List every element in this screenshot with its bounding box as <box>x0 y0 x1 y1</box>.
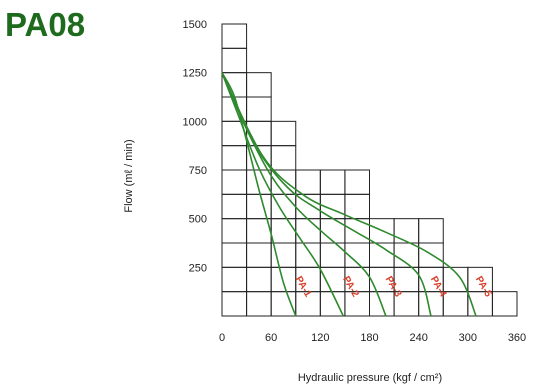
grid-cell <box>221 72 248 98</box>
grid-cell <box>467 266 493 293</box>
x-tick-label: 360 <box>508 332 526 344</box>
grid-cell <box>221 242 248 268</box>
grid-cell <box>418 218 444 244</box>
curve-label-2: PA-2 <box>340 274 361 299</box>
grid-cell <box>221 23 248 49</box>
curve-label-4: PA-4 <box>428 274 449 299</box>
grid-cell <box>246 193 272 220</box>
tick-labels: 0 60 120 180 240 300 360 250 500 750 1000 1250 1500 <box>183 19 527 344</box>
y-tick-label: 1250 <box>183 68 207 80</box>
grid-cell <box>221 193 248 220</box>
grid-cell <box>246 96 272 122</box>
grid <box>221 23 518 317</box>
y-tick-label: 1000 <box>183 116 207 128</box>
curves <box>221 72 477 317</box>
y-tick-label: 1500 <box>183 19 207 31</box>
curve-label-5: PA-5 <box>473 274 494 299</box>
grid-cell <box>442 291 469 317</box>
grid-cell <box>270 120 297 147</box>
grid-cell <box>344 169 370 195</box>
x-tick-label: 0 <box>219 332 225 344</box>
grid-cell <box>246 72 272 98</box>
grid-cell <box>221 218 248 244</box>
curve-label-3: PA-3 <box>383 274 404 299</box>
grid-cell <box>270 266 297 293</box>
grid-cell <box>442 266 469 293</box>
curve-line-5 <box>221 72 477 317</box>
x-tick-label: 180 <box>360 332 378 344</box>
grid-cell <box>319 242 346 268</box>
grid-cell <box>246 291 272 317</box>
grid-cell <box>319 218 346 244</box>
x-tick-label: 60 <box>265 332 277 344</box>
grid-cell <box>221 291 248 317</box>
grid-cell <box>344 193 370 220</box>
grid-cell <box>491 291 518 317</box>
x-tick-label: 300 <box>459 332 477 344</box>
y-tick-label: 250 <box>189 262 207 274</box>
grid-cell <box>221 169 248 195</box>
curve-line-2 <box>221 72 345 317</box>
model-title: PA08 <box>5 6 86 43</box>
y-axis-label: Flow (mℓ / min) <box>123 139 135 212</box>
grid-cell <box>221 47 248 74</box>
grid-cell <box>246 266 272 293</box>
grid-cell <box>295 218 321 244</box>
curve-line-4 <box>221 72 432 317</box>
grid-cell <box>319 169 346 195</box>
y-tick-label: 500 <box>189 214 207 226</box>
grid-cell <box>344 218 370 244</box>
grid-cell <box>221 145 248 171</box>
x-tick-label: 240 <box>409 332 427 344</box>
x-axis-label: Hydraulic pressure (kgf / cm²) <box>298 372 442 384</box>
grid-cell <box>295 169 321 195</box>
curve-line-1 <box>221 72 297 317</box>
curve-labels: PA-1 PA-2 PA-3 PA-4 PA-5 <box>293 274 494 299</box>
grid-cell <box>270 145 297 171</box>
grid-cell <box>221 266 248 293</box>
grid-cell <box>393 218 420 244</box>
x-tick-label: 120 <box>311 332 329 344</box>
grid-cell <box>270 291 297 317</box>
grid-cell <box>246 242 272 268</box>
y-tick-label: 750 <box>189 165 207 177</box>
grid-cell <box>270 218 297 244</box>
